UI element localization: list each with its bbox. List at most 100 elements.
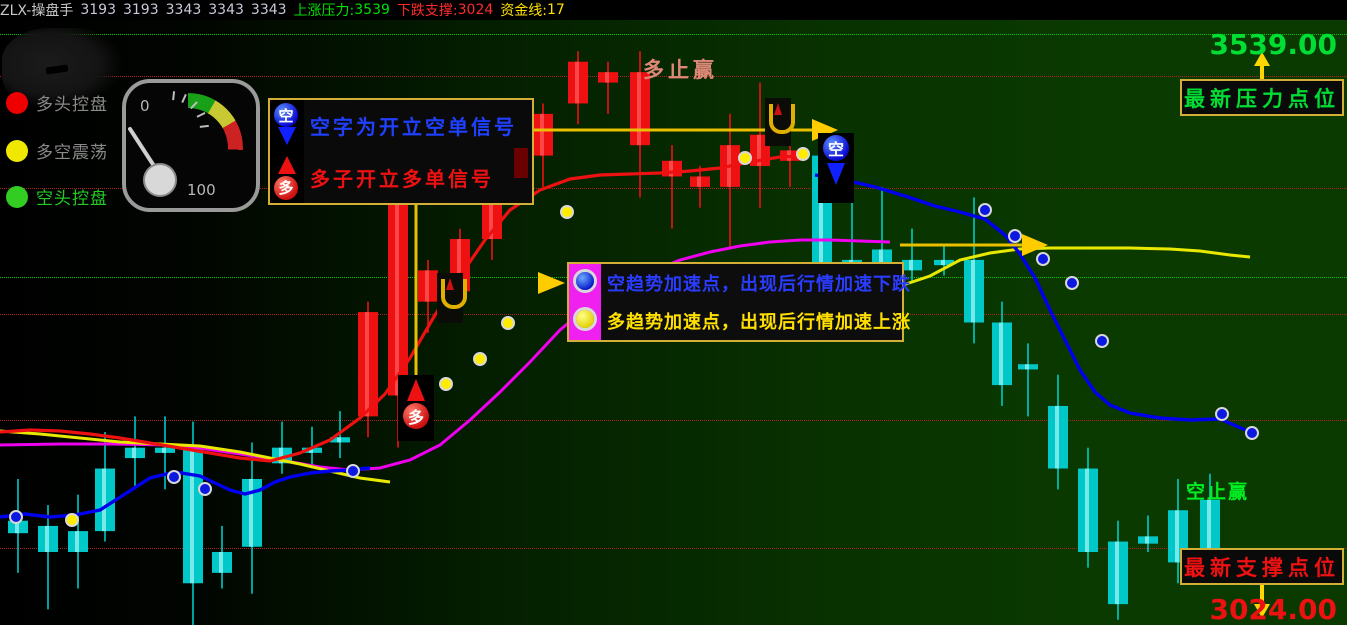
signal-legend-callout[interactable]: 空 空字为开立空单信号 多 多子开立多单信号 [268, 98, 534, 205]
callout-row-long-accel: 多趋势加速点，出现后行情加速上涨 [569, 302, 910, 340]
candle-highlight [1025, 364, 1029, 370]
short-accel-dots [9, 203, 1259, 524]
price-series-layer [0, 51, 1251, 625]
candle-highlight [757, 134, 761, 167]
app-title: ZLX-操盘手 [0, 3, 74, 19]
candle-highlight [697, 176, 701, 187]
gridline-red-5 [0, 548, 1347, 549]
title-value-0: 3193 [80, 2, 116, 18]
sentiment-gauge: 0 100 [115, 75, 265, 215]
title-bar: ZLX-操盘手 3193 3193 3343 3343 3343 上涨压力: 3… [0, 0, 1347, 20]
candle-highlight [819, 155, 823, 281]
candle-highlight [1175, 510, 1179, 563]
fund-line-label: 资金线: [500, 3, 547, 19]
pressure-price-readout: 3539.00 [1209, 28, 1337, 61]
control-legend-panel: 多头控盘 多空震荡 空头控盘 [0, 45, 270, 220]
candle-highlight [489, 176, 493, 240]
legend-item-long[interactable]: 多头控盘 [6, 90, 108, 115]
candlestick-series [8, 51, 1220, 625]
short-signal-icon: 空 [270, 100, 304, 152]
accel-dots-layer [9, 147, 1259, 527]
pressure-level-box[interactable]: 最新压力点位 [1180, 79, 1344, 116]
support-level-box[interactable]: 最新支撑点位 [1180, 548, 1344, 585]
ma-red-line [0, 154, 801, 463]
long-entry-marker[interactable]: 多 [398, 375, 434, 441]
candle-highlight [102, 468, 106, 532]
short-accel-dot-icon [576, 272, 594, 290]
candle-highlight [941, 259, 945, 266]
candle-highlight [540, 113, 544, 156]
candle-highlight [132, 447, 136, 459]
title-value-1: 3193 [122, 2, 159, 18]
candle-highlight [395, 186, 399, 396]
pressure-level-label: 最新压力点位 [1184, 86, 1340, 111]
support-value: 3024 [457, 2, 494, 18]
long-accel-dots [65, 147, 810, 527]
accel-callout-arrow-left [538, 272, 565, 294]
gridline-red-4 [0, 420, 1347, 421]
green-dot-icon [6, 185, 28, 208]
callout-text-short-signal: 空字为开立空单信号 [310, 115, 517, 140]
callout-row-long-signal: 多 多子开立多单信号 [270, 151, 532, 203]
candle-highlight [575, 61, 579, 104]
legend-label-long: 多头控盘 [36, 95, 108, 115]
candle-highlight [365, 312, 369, 417]
candle-highlight [457, 239, 461, 292]
callout-corner-swatch [514, 148, 528, 178]
pressure-arrow-up-icon [1254, 52, 1270, 86]
candle-highlight [279, 447, 283, 464]
title-value-2: 3343 [165, 2, 202, 18]
candle-highlight [637, 72, 641, 146]
candle-highlight [15, 520, 19, 534]
support-level-label: 最新支撑点位 [1184, 555, 1340, 580]
candle-highlight [669, 160, 673, 177]
gauge-max-label: 100 [187, 181, 216, 199]
gauge-hub [143, 163, 177, 197]
gridline-red-2 [0, 188, 1347, 189]
chart-canvas[interactable]: 多头控盘 多空震荡 空头控盘 0 [0, 20, 1347, 625]
candle-highlight [337, 437, 341, 443]
candle-highlight [75, 531, 79, 552]
long-badge-glyph: 多 [274, 175, 298, 200]
callout-text-long-accel: 多趋势加速点，出现后行情加速上涨 [607, 312, 911, 333]
ma-blue-line-right [814, 173, 1251, 434]
long-accel-dot-icon [576, 310, 594, 328]
short-flag-icon [765, 98, 795, 146]
callout-text-long-signal: 多子开立多单信号 [310, 166, 494, 191]
callout-row-short-signal: 空 空字为开立空单信号 [270, 100, 532, 152]
candle-highlight [1115, 541, 1119, 605]
short-accel-icon [569, 264, 601, 302]
short-entry-marker[interactable]: 空 [818, 133, 854, 203]
callout-row-short-accel: 空趋势加速点，出现后行情加速下跌 [569, 264, 910, 302]
short-accel-arrow-head [1022, 234, 1048, 256]
candle-highlight [1145, 536, 1149, 544]
long-flag-icon [437, 273, 467, 323]
candle-highlight [1207, 499, 1211, 552]
gauge-min-label: 0 [140, 97, 150, 115]
candle-highlight [879, 249, 883, 271]
candle-highlight [1085, 468, 1089, 552]
candle-highlight [162, 447, 166, 453]
legend-label-short: 空头控盘 [36, 189, 108, 209]
long-arrow-up-icon [278, 155, 296, 174]
long-marker-badge: 多 [403, 403, 429, 429]
short-marker-arrow-icon [827, 163, 845, 185]
long-accel-icon [569, 302, 601, 340]
legend-item-short[interactable]: 空头控盘 [6, 184, 108, 209]
accelerate-legend-callout[interactable]: 空趋势加速点，出现后行情加速下跌 多趋势加速点，出现后行情加速上涨 [567, 262, 910, 342]
long-take-profit-text: 多止赢 [643, 58, 718, 82]
fund-line-value: 17 [546, 2, 565, 18]
legend-label-oscillate: 多空震荡 [36, 143, 108, 163]
candle-highlight [219, 551, 223, 573]
short-take-profit-text: 空止赢 [1186, 481, 1250, 503]
red-dot-icon [6, 91, 28, 114]
gridline-green-2 [0, 34, 1347, 35]
short-marker-badge: 空 [823, 135, 849, 161]
title-value-4: 3343 [250, 2, 287, 18]
candle-highlight [605, 72, 609, 83]
legend-item-oscillate[interactable]: 多空震荡 [6, 138, 108, 163]
ma-magenta-line [0, 238, 891, 472]
support-price-readout: 3024.00 [1209, 593, 1337, 625]
callout-text-short-accel: 空趋势加速点，出现后行情加速下跌 [607, 274, 911, 295]
